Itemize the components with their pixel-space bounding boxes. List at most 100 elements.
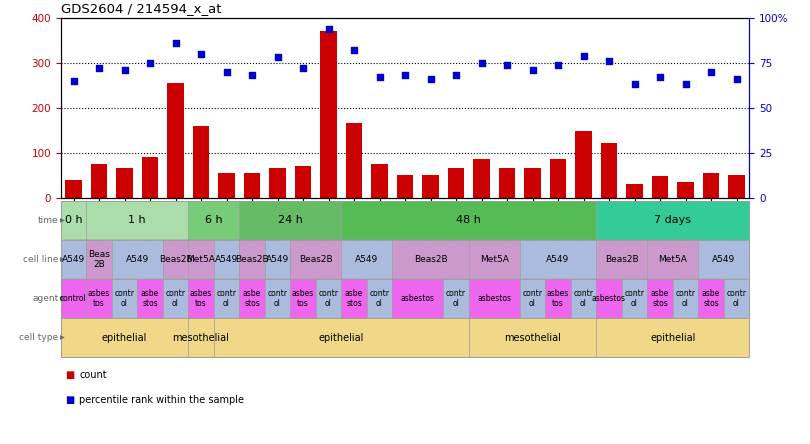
Bar xyxy=(269,168,286,198)
Text: A549: A549 xyxy=(547,255,569,264)
Text: asbestos: asbestos xyxy=(477,294,511,303)
Text: agent: agent xyxy=(32,294,58,303)
Text: contr
ol: contr ol xyxy=(267,289,288,308)
Text: count: count xyxy=(79,370,107,380)
Point xyxy=(169,40,182,47)
Point xyxy=(628,81,641,88)
Text: A549: A549 xyxy=(126,255,149,264)
Bar xyxy=(116,168,133,198)
Text: ▶: ▶ xyxy=(60,218,65,223)
Text: ▶: ▶ xyxy=(60,257,65,262)
Text: mesothelial: mesothelial xyxy=(504,333,561,343)
Text: A549: A549 xyxy=(355,255,378,264)
Point xyxy=(603,57,616,64)
Text: contr
ol: contr ol xyxy=(318,289,339,308)
Bar xyxy=(346,123,362,198)
Text: Beas
2B: Beas 2B xyxy=(88,250,110,269)
Bar xyxy=(473,159,490,198)
Text: ■: ■ xyxy=(65,395,74,404)
Text: 24 h: 24 h xyxy=(278,215,303,225)
Bar xyxy=(499,168,515,198)
Point xyxy=(245,72,258,79)
Text: contr
ol: contr ol xyxy=(446,289,466,308)
Point xyxy=(347,47,360,54)
Point xyxy=(730,75,743,83)
Text: contr
ol: contr ol xyxy=(625,289,645,308)
Bar xyxy=(193,126,209,198)
Bar xyxy=(422,175,439,198)
Bar xyxy=(728,175,744,198)
Point xyxy=(501,61,514,68)
Text: epithelial: epithelial xyxy=(650,333,696,343)
Text: percentile rank within the sample: percentile rank within the sample xyxy=(79,395,245,404)
Text: contr
ol: contr ol xyxy=(727,289,747,308)
Text: ▶: ▶ xyxy=(60,296,65,301)
Text: A549: A549 xyxy=(712,255,735,264)
Point xyxy=(271,54,284,61)
Text: asbes
tos: asbes tos xyxy=(87,289,110,308)
Bar xyxy=(677,182,694,198)
Text: contr
ol: contr ol xyxy=(522,289,543,308)
Text: mesothelial: mesothelial xyxy=(173,333,229,343)
Point xyxy=(526,66,539,73)
Point xyxy=(118,66,131,73)
Text: cell type: cell type xyxy=(19,333,58,342)
Text: Met5A: Met5A xyxy=(659,255,687,264)
Bar xyxy=(142,157,158,198)
Text: A549: A549 xyxy=(62,255,85,264)
Bar xyxy=(575,131,592,198)
Text: contr
ol: contr ol xyxy=(369,289,390,308)
Text: ▶: ▶ xyxy=(60,335,65,341)
Point xyxy=(322,25,335,32)
Bar xyxy=(601,143,617,198)
Text: Beas2B: Beas2B xyxy=(159,255,192,264)
Text: A549: A549 xyxy=(266,255,289,264)
Text: ■: ■ xyxy=(65,370,74,380)
Bar xyxy=(397,175,413,198)
Bar xyxy=(448,168,464,198)
Point xyxy=(705,68,718,75)
Text: contr
ol: contr ol xyxy=(114,289,134,308)
Bar xyxy=(295,166,311,198)
Bar xyxy=(550,159,566,198)
Point xyxy=(450,72,463,79)
Point xyxy=(92,64,105,71)
Text: Beas2B: Beas2B xyxy=(605,255,638,264)
Text: A549: A549 xyxy=(215,255,238,264)
Point xyxy=(475,59,488,66)
Point xyxy=(552,61,565,68)
Bar xyxy=(320,31,337,198)
Bar xyxy=(703,173,719,198)
Text: contr
ol: contr ol xyxy=(165,289,185,308)
Text: asbe
stos: asbe stos xyxy=(651,289,669,308)
Point xyxy=(296,64,309,71)
Text: asbes
tos: asbes tos xyxy=(190,289,212,308)
Point xyxy=(679,81,692,88)
Point xyxy=(654,74,667,81)
Text: asbestos: asbestos xyxy=(592,294,626,303)
Text: cell line: cell line xyxy=(23,255,58,264)
Bar xyxy=(218,173,235,198)
Text: 6 h: 6 h xyxy=(205,215,223,225)
Bar xyxy=(244,173,260,198)
Text: epithelial: epithelial xyxy=(102,333,147,343)
Point xyxy=(399,72,411,79)
Text: asbe
stos: asbe stos xyxy=(702,289,720,308)
Point xyxy=(194,50,207,57)
Text: 1 h: 1 h xyxy=(129,215,146,225)
Text: Met5A: Met5A xyxy=(186,255,215,264)
Bar xyxy=(91,164,107,198)
Text: GDS2604 / 214594_x_at: GDS2604 / 214594_x_at xyxy=(61,2,221,15)
Text: asbe
stos: asbe stos xyxy=(141,289,159,308)
Bar xyxy=(652,176,668,198)
Point xyxy=(424,75,437,83)
Point xyxy=(143,59,156,66)
Bar xyxy=(167,83,184,198)
Text: epithelial: epithelial xyxy=(318,333,364,343)
Text: Beas2B: Beas2B xyxy=(414,255,447,264)
Text: asbestos: asbestos xyxy=(401,294,435,303)
Text: 0 h: 0 h xyxy=(65,215,83,225)
Text: Beas2B: Beas2B xyxy=(235,255,269,264)
Text: contr
ol: contr ol xyxy=(676,289,696,308)
Text: asbes
tos: asbes tos xyxy=(547,289,569,308)
